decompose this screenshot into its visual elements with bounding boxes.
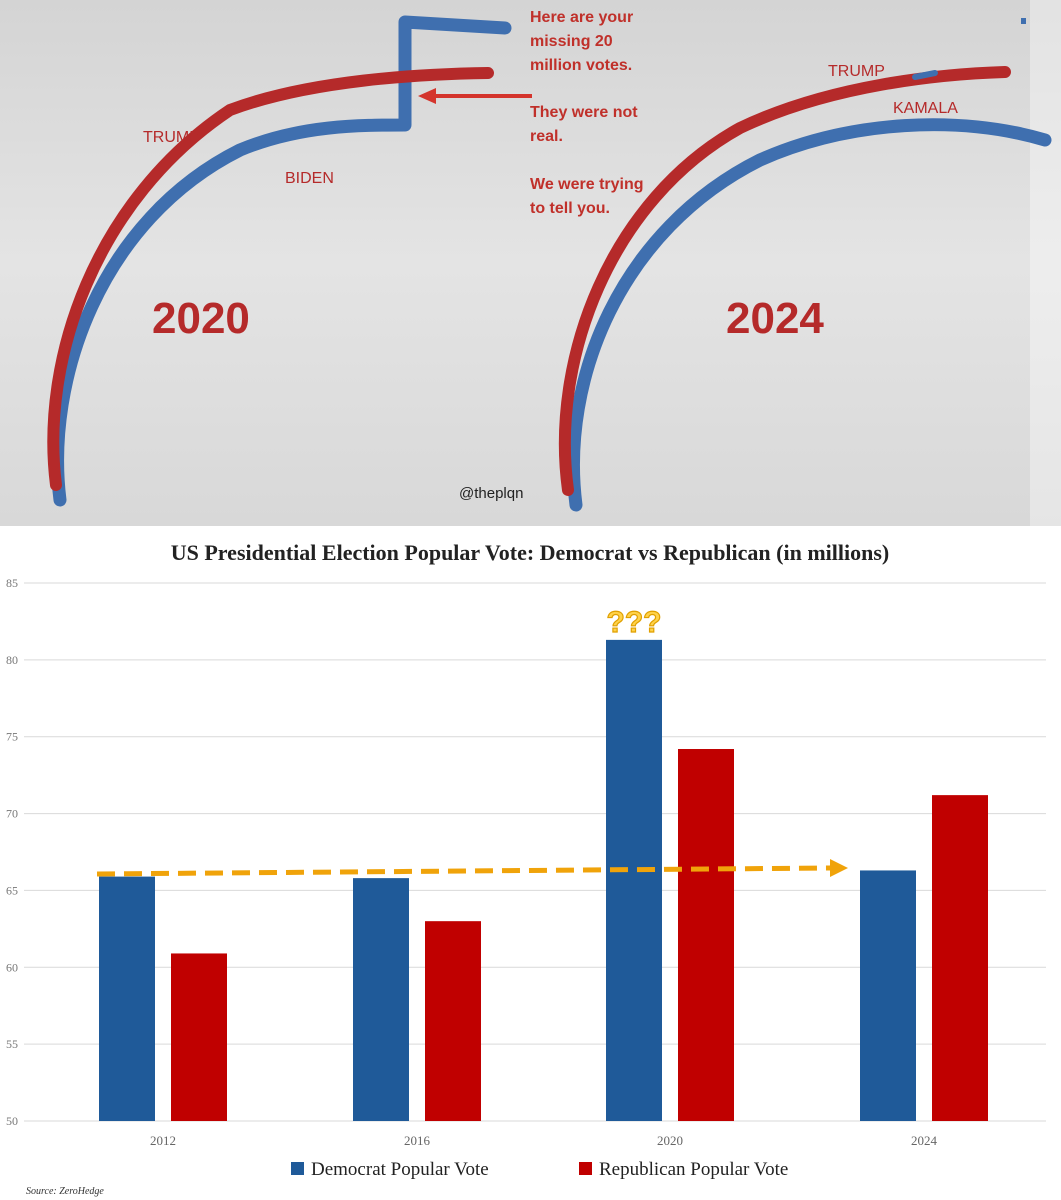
y-tick-label-75: 75: [6, 730, 18, 744]
x-tick-label-2024: 2024: [911, 1133, 938, 1148]
x-tick-label-2020: 2020: [657, 1133, 683, 1148]
trump-2020-curve: [47, 67, 494, 491]
bar-chart: US Presidential Election Popular Vote: D…: [0, 526, 1061, 1200]
democrat-bar-2024: [860, 870, 916, 1121]
y-tick-label-70: 70: [6, 807, 18, 821]
democrat-bar-2016: [353, 878, 409, 1121]
republican-legend-swatch: [579, 1162, 592, 1175]
trump-label-2024: TRUMP: [828, 63, 885, 80]
y-tick-label-80: 80: [6, 653, 18, 667]
meme-image: TRUMP BIDEN 2020 Here are your missing 2…: [0, 0, 1061, 526]
x-tick-label-2016: 2016: [404, 1133, 431, 1148]
republican-bar-2016: [425, 921, 481, 1121]
y-tick-label-60: 60: [6, 960, 18, 974]
biden-label-2020: BIDEN: [285, 170, 334, 187]
caption-line-4: They were not: [530, 104, 638, 121]
trend-arrow-line: [96, 865, 835, 877]
kamala-label-2024: KAMALA: [893, 100, 958, 117]
chart-title: US Presidential Election Popular Vote: D…: [171, 540, 889, 565]
republican-bar-2020: [678, 749, 734, 1121]
y-tick-label-50: 50: [6, 1114, 18, 1128]
trend-arrow-head: [830, 858, 848, 877]
caption-line-5: real.: [530, 128, 563, 145]
caption-line-2: missing 20: [530, 33, 613, 50]
caption-line-7: to tell you.: [530, 200, 610, 217]
x-tick-label-2012: 2012: [150, 1133, 176, 1148]
red-arrow-head: [418, 88, 436, 104]
y-tick-label-55: 55: [6, 1037, 18, 1051]
trump-label-2020: TRUMP: [143, 129, 200, 146]
y-tick-label-85: 85: [6, 576, 18, 590]
caption-line-3: million votes.: [530, 57, 632, 74]
republican-bar-2012: [171, 953, 227, 1121]
republican-bar-2024: [932, 795, 988, 1121]
caption-line-6: We were trying: [530, 176, 644, 193]
democrat-legend-swatch: [291, 1162, 304, 1175]
democrat-bar-2020: [606, 639, 662, 1121]
year-label-2020: 2020: [152, 294, 250, 343]
kamala-2024-curve: [567, 118, 1052, 512]
democrat-bar-2012: [99, 876, 155, 1121]
republican-legend-label: Republican Popular Vote: [599, 1159, 788, 1180]
caption-line-1: Here are your: [530, 9, 633, 26]
year-label-2024: 2024: [726, 294, 824, 343]
democrat-legend-label: Democrat Popular Vote: [311, 1159, 489, 1180]
y-tick-label-65: 65: [6, 883, 18, 897]
source-note: Source: ZeroHedge: [26, 1186, 104, 1197]
watermark: @theplqn: [459, 485, 523, 502]
question-marks-annotation: ???: [607, 606, 662, 639]
biden-2020-curve: [51, 15, 512, 507]
